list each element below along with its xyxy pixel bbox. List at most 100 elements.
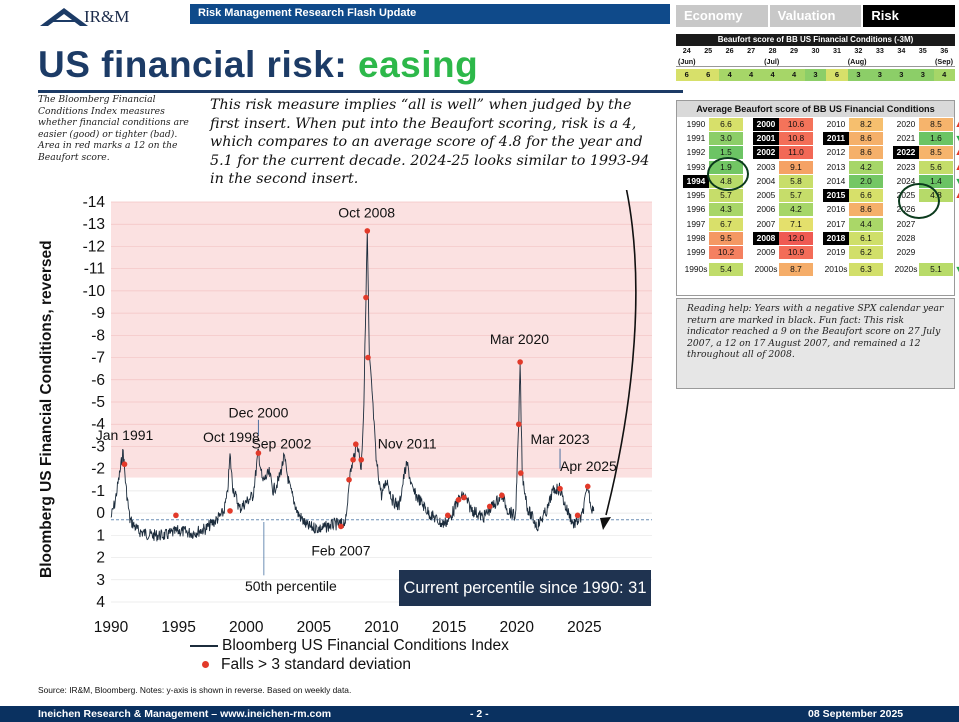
year-2002: 2002 (753, 146, 779, 160)
chart-ylabel: Bloomberg US Financial Conditions, rever… (38, 240, 55, 578)
spacer (813, 146, 823, 159)
year-2019: 2019 (826, 247, 846, 258)
strip-score-26: 4 (718, 69, 741, 81)
spacer (883, 146, 893, 159)
y-tick-label: -4 (91, 416, 105, 433)
annotation-label: Apr 2025 (560, 458, 617, 474)
score-2014: 2.0 (849, 174, 883, 188)
strip-week-32: 32 (854, 46, 863, 55)
year-2006: 2006 (756, 204, 776, 215)
spacer (883, 263, 893, 276)
x-tick-label: 1990 (94, 619, 129, 636)
x-tick-label: 2020 (500, 619, 535, 636)
y-tick-label: -12 (83, 238, 105, 255)
score-2010: 8.2 (849, 117, 883, 131)
score-2002: 11.0 (779, 146, 813, 160)
strip-week-26: 26 (725, 46, 734, 55)
strip-weeks: 24 25 26 27 28 29 30 31 32 33 34 35 36 (676, 46, 955, 56)
score-2007: 7.1 (779, 217, 813, 231)
year-2013: 2013 (826, 161, 846, 172)
spacer (743, 189, 753, 202)
spacer (743, 146, 753, 159)
side-note: The Bloomberg Financial Conditions Index… (38, 94, 189, 163)
strip-score-34: 3 (890, 69, 913, 81)
y-tick-label: -10 (83, 283, 106, 300)
spacer (883, 118, 893, 131)
score-2009: 10.9 (779, 246, 813, 260)
legend-row-line: Bloomberg US Financial Conditions Index (190, 636, 509, 655)
falls-3sd-point (227, 508, 233, 514)
y-tick-label: -11 (84, 261, 105, 278)
tab-valuation[interactable]: Valuation (769, 5, 862, 27)
strip-month: (Aug) (847, 57, 867, 66)
spacer (813, 263, 823, 276)
decade-score-2020s: 5.1 (919, 262, 953, 276)
score-1995: 5.7 (709, 189, 743, 203)
score-2027 (919, 218, 953, 231)
score-2006: 4.2 (779, 203, 813, 217)
tab-economy[interactable]: Economy (676, 5, 768, 27)
y-tick-label: 0 (96, 505, 105, 522)
strip-week-34: 34 (897, 46, 906, 55)
year-2012: 2012 (826, 147, 846, 158)
strip-title: Beaufort score of BB US Financial Condit… (676, 34, 955, 46)
year-1992: 1992 (686, 147, 706, 158)
y-tick-label: 3 (96, 572, 105, 589)
score-2028 (919, 232, 953, 245)
x-tick-label: 2025 (567, 619, 601, 636)
highlight-circle-2024 (898, 183, 940, 219)
strip-week-31: 31 (832, 46, 841, 55)
spacer (813, 132, 823, 145)
falls-3sd-point (518, 470, 524, 476)
tab-risk[interactable]: Risk (863, 5, 956, 27)
avg-beaufort-table: Average Beaufort score of BB US Financia… (676, 100, 959, 296)
footer-date: 08 September 2025 (808, 708, 904, 720)
annotation-label: Dec 2000 (228, 405, 288, 421)
legend-line-label: Bloomberg US Financial Conditions Index (222, 636, 509, 654)
strip-score-35: 3 (912, 69, 934, 81)
x-tick-label: 2000 (229, 619, 264, 636)
strip-months: (Jun) (Jul) (Aug) (Sep) (676, 56, 955, 67)
fci-chart: -14-13-12-11-10-9-8-7-6-5-4-3-2-10123419… (83, 190, 652, 636)
year-2008: 2008 (753, 232, 779, 246)
falls-3sd-point (346, 476, 352, 483)
arrow-up-icon: ▲ (954, 190, 959, 201)
annotation-label: Sep 2002 (251, 436, 311, 452)
strip-week-36: 36 (940, 46, 949, 55)
arrow-none (953, 203, 959, 216)
strip-week-35: 35 (918, 46, 927, 55)
arrow-none (953, 246, 959, 259)
spacer (883, 246, 893, 259)
decade-2020s: 2020s (894, 263, 918, 274)
y-tick-label: 4 (96, 594, 105, 611)
score-1992: 1.5 (709, 146, 743, 160)
footer-bar: Ineichen Research & Management – www.ine… (0, 706, 959, 722)
annotation-label: Mar 2023 (530, 431, 589, 447)
score-2015: 6.6 (849, 189, 883, 203)
score-1990: 6.6 (709, 117, 743, 131)
year-2021: 2021 (896, 132, 916, 143)
decade-score-1990s: 5.4 (709, 262, 743, 276)
annotation-label: Mar 2020 (490, 331, 549, 347)
spacer (743, 118, 753, 131)
arrow-down-icon: ▼ (954, 263, 959, 274)
falls-3sd-point (358, 456, 365, 463)
falls-3sd-point (574, 512, 581, 519)
y-tick-label: -3 (91, 438, 105, 455)
spacer (883, 203, 893, 216)
score-1999: 10.2 (709, 246, 743, 260)
falls-3sd-point (517, 359, 523, 365)
spacer (883, 232, 893, 245)
decade-2000s: 2000s (754, 263, 778, 274)
score-2023: 5.6 (919, 160, 953, 174)
year-2007: 2007 (756, 218, 776, 229)
score-2019: 6.2 (849, 246, 883, 260)
arrow-up-icon: ▲ (954, 161, 959, 172)
year-1991: 1991 (686, 132, 706, 143)
spacer (743, 263, 753, 276)
score-2029 (919, 246, 953, 259)
falls-3sd-point (363, 294, 369, 301)
strip-week-28: 28 (768, 46, 777, 55)
score-2020: 8.5 (919, 117, 953, 131)
falls-3sd-point (557, 485, 563, 492)
